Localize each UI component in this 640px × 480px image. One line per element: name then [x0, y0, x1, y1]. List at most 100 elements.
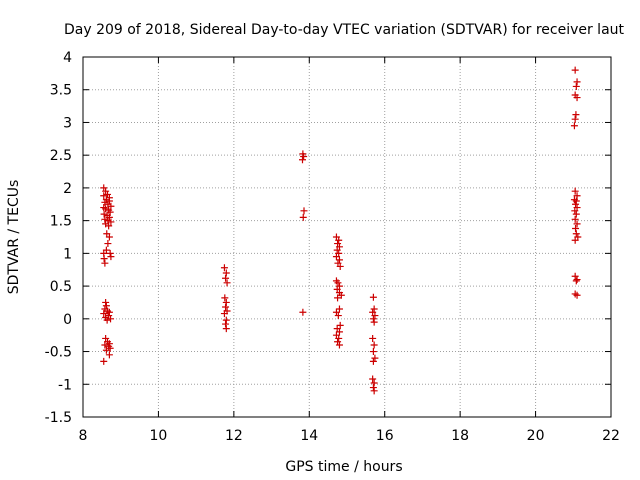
data-point	[223, 279, 231, 287]
data-point	[571, 215, 579, 223]
data-point	[337, 291, 345, 299]
data-point	[334, 294, 342, 302]
data-point	[573, 94, 581, 102]
data-point	[101, 215, 109, 223]
y-tick-label: 2	[63, 181, 72, 197]
x-tick-label: 14	[300, 428, 318, 444]
x-axis-label: GPS time / hours	[285, 459, 402, 475]
data-point	[101, 259, 109, 267]
y-tick-label: -0.5	[45, 345, 72, 361]
data-point	[369, 348, 377, 356]
data-point	[100, 357, 108, 365]
data-point	[370, 379, 378, 387]
chart-title: Day 209 of 2018, Sidereal Day-to-day VTE…	[64, 22, 625, 38]
y-tick-label: 1	[63, 246, 72, 262]
y-tick-label: 3.5	[50, 83, 72, 99]
data-point	[106, 208, 114, 216]
data-point	[334, 279, 342, 287]
data-point	[221, 294, 229, 302]
data-point	[105, 222, 113, 230]
data-point	[299, 213, 307, 221]
data-point	[107, 315, 115, 323]
data-point	[571, 115, 579, 123]
y-tick-label: -1.5	[45, 410, 72, 426]
x-tick-label: 10	[150, 428, 168, 444]
data-point	[369, 357, 377, 365]
data-point	[101, 341, 109, 349]
data-point	[336, 321, 344, 329]
data-point	[335, 236, 343, 244]
data-point	[106, 249, 114, 257]
data-point	[220, 264, 228, 272]
y-axis-label: SDTVAR / TECUs	[6, 180, 22, 295]
x-tick-label: 12	[225, 428, 243, 444]
data-point	[571, 207, 579, 215]
x-tick-label: 22	[602, 428, 620, 444]
data-point	[571, 236, 579, 244]
x-tick-label: 20	[527, 428, 545, 444]
data-point	[222, 269, 230, 277]
data-point	[369, 384, 377, 392]
data-point	[102, 205, 110, 213]
data-point	[333, 246, 341, 254]
data-point	[298, 156, 306, 164]
data-point	[102, 302, 110, 310]
data-point	[105, 351, 113, 359]
data-point	[222, 316, 230, 324]
data-point	[572, 82, 580, 90]
y-tick-label: 3	[63, 115, 72, 131]
data-point	[220, 310, 228, 318]
data-point	[335, 328, 343, 336]
data-point	[300, 207, 308, 215]
data-point	[570, 122, 578, 130]
data-point	[369, 293, 377, 301]
data-point	[222, 325, 230, 333]
x-tick-label: 18	[451, 428, 469, 444]
data-point	[102, 346, 110, 354]
data-point	[335, 305, 343, 313]
data-point	[104, 240, 112, 248]
data-point	[100, 192, 108, 200]
data-point	[572, 111, 580, 119]
data-point	[105, 308, 113, 316]
data-point	[572, 277, 580, 285]
data-point	[300, 152, 308, 160]
data-point	[107, 202, 115, 210]
data-point	[100, 255, 108, 263]
data-point	[371, 354, 379, 362]
data-point	[573, 220, 581, 228]
data-point	[106, 344, 114, 352]
y-tick-label: -1	[58, 377, 72, 393]
y-tick-label: 4	[63, 50, 72, 66]
data-point	[572, 224, 580, 232]
data-point	[336, 262, 344, 270]
data-point	[573, 291, 581, 299]
data-point	[107, 253, 115, 261]
data-point	[299, 308, 307, 316]
data-point	[572, 210, 580, 218]
data-point	[370, 341, 378, 349]
data-point	[370, 305, 378, 313]
data-point	[370, 387, 378, 395]
axis-ticks: 8 10 12 14 16 18 20 22 -1.5 -1 -0.5 0 0.5 1 1.5 2 2.5 3 3.…	[45, 50, 620, 444]
data-point	[102, 298, 110, 306]
y-tick-label: 0	[63, 312, 72, 328]
data-point	[334, 312, 342, 320]
data-point	[335, 256, 343, 264]
data-point	[335, 334, 343, 342]
data-point	[573, 78, 581, 86]
data-point	[107, 218, 115, 226]
y-tick-label: 2.5	[50, 148, 72, 164]
y-tick-label: 1.5	[50, 214, 72, 230]
data-point	[222, 320, 230, 328]
data-point	[222, 298, 230, 306]
data-point	[571, 66, 579, 74]
data-point	[371, 312, 379, 320]
data-point	[332, 253, 340, 261]
plot-frame	[82, 56, 612, 418]
data-point	[370, 318, 378, 326]
data-point	[573, 192, 581, 200]
x-tick-label: 16	[376, 428, 394, 444]
data-point	[369, 375, 377, 383]
data-point	[571, 187, 579, 195]
